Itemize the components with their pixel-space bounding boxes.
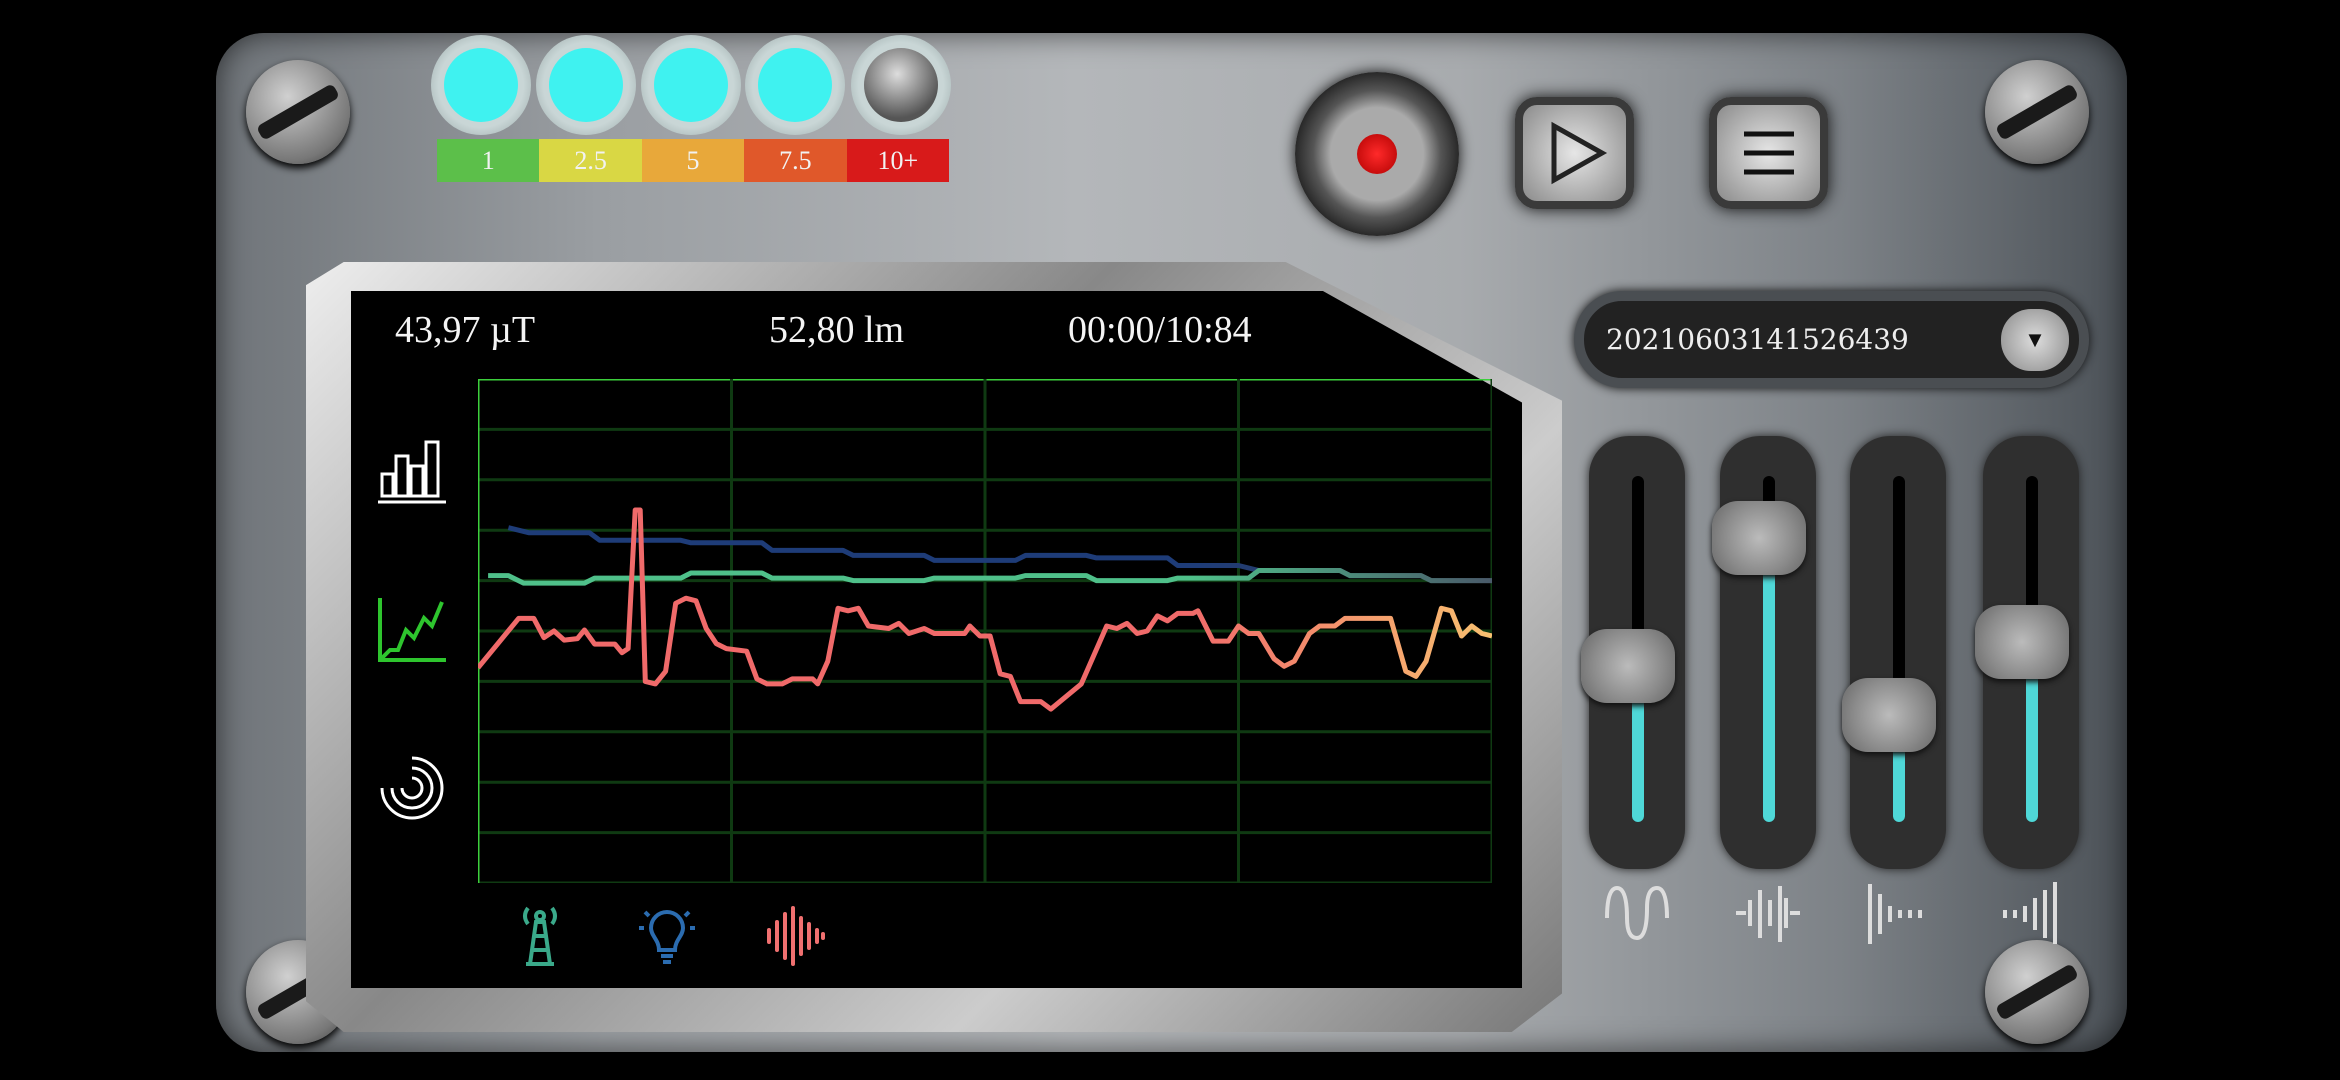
slider-knob[interactable]	[1581, 629, 1675, 704]
emf-tower-icon[interactable]	[508, 904, 572, 968]
signal-rise-icon	[2003, 882, 2057, 944]
slider-knob[interactable]	[1975, 605, 2069, 680]
slider-track[interactable]	[1893, 476, 1905, 822]
sound-wave-icon[interactable]	[763, 904, 827, 968]
light-readout: 52,80 lm	[769, 309, 905, 351]
series-line-3	[478, 507, 1492, 712]
slider-2[interactable]	[1712, 436, 1816, 869]
wave-filter-icon	[1605, 885, 1669, 941]
line-chart	[478, 379, 1492, 883]
chevron-down-icon[interactable]: ▼	[2001, 309, 2069, 371]
play-icon	[1551, 121, 1607, 185]
menu-icon	[1743, 131, 1794, 175]
level-label: 2.5	[539, 139, 642, 182]
slider-knob[interactable]	[1712, 501, 1806, 576]
record-icon	[1357, 134, 1397, 174]
level-led	[641, 35, 741, 135]
record-button[interactable]	[1295, 72, 1459, 236]
level-label: 7.5	[744, 139, 847, 182]
slider-1[interactable]	[1581, 436, 1685, 869]
level-led	[536, 35, 636, 135]
equalizer-icon	[1736, 886, 1800, 942]
slider-fill	[2026, 642, 2038, 822]
slider-fill	[1632, 666, 1644, 822]
magnetic-readout: 43,97 µT	[395, 309, 536, 351]
decay-icon	[1868, 884, 1922, 944]
screw-icon	[246, 60, 350, 164]
recording-select-value: 20210603141526439	[1606, 323, 1909, 356]
menu-button[interactable]	[1709, 97, 1828, 209]
lightbulb-icon[interactable]	[635, 904, 699, 968]
level-led	[431, 35, 531, 135]
display-screen	[351, 291, 1522, 988]
screw-icon	[1985, 60, 2089, 164]
bar-chart-icon[interactable]	[376, 432, 448, 504]
play-button[interactable]	[1515, 97, 1634, 209]
time-readout: 00:00/10:84	[1068, 309, 1252, 351]
level-label: 5	[641, 139, 745, 182]
slider-3[interactable]	[1842, 436, 1946, 869]
series-line-2	[488, 568, 1492, 586]
radar-icon[interactable]	[376, 752, 448, 824]
level-led	[745, 35, 845, 135]
level-label: 1	[437, 139, 540, 182]
level-label: 10+	[846, 139, 950, 182]
line-chart-icon[interactable]	[376, 594, 448, 666]
level-scale: 1 2.5 5 7.5 10+	[437, 139, 950, 182]
recording-select[interactable]: 20210603141526439 ▼	[1574, 291, 2089, 388]
slider-4[interactable]	[1975, 436, 2079, 869]
slider-fill	[1763, 538, 1775, 822]
screw-icon	[1985, 940, 2089, 1044]
level-led	[851, 35, 951, 135]
slider-knob[interactable]	[1842, 677, 1936, 752]
